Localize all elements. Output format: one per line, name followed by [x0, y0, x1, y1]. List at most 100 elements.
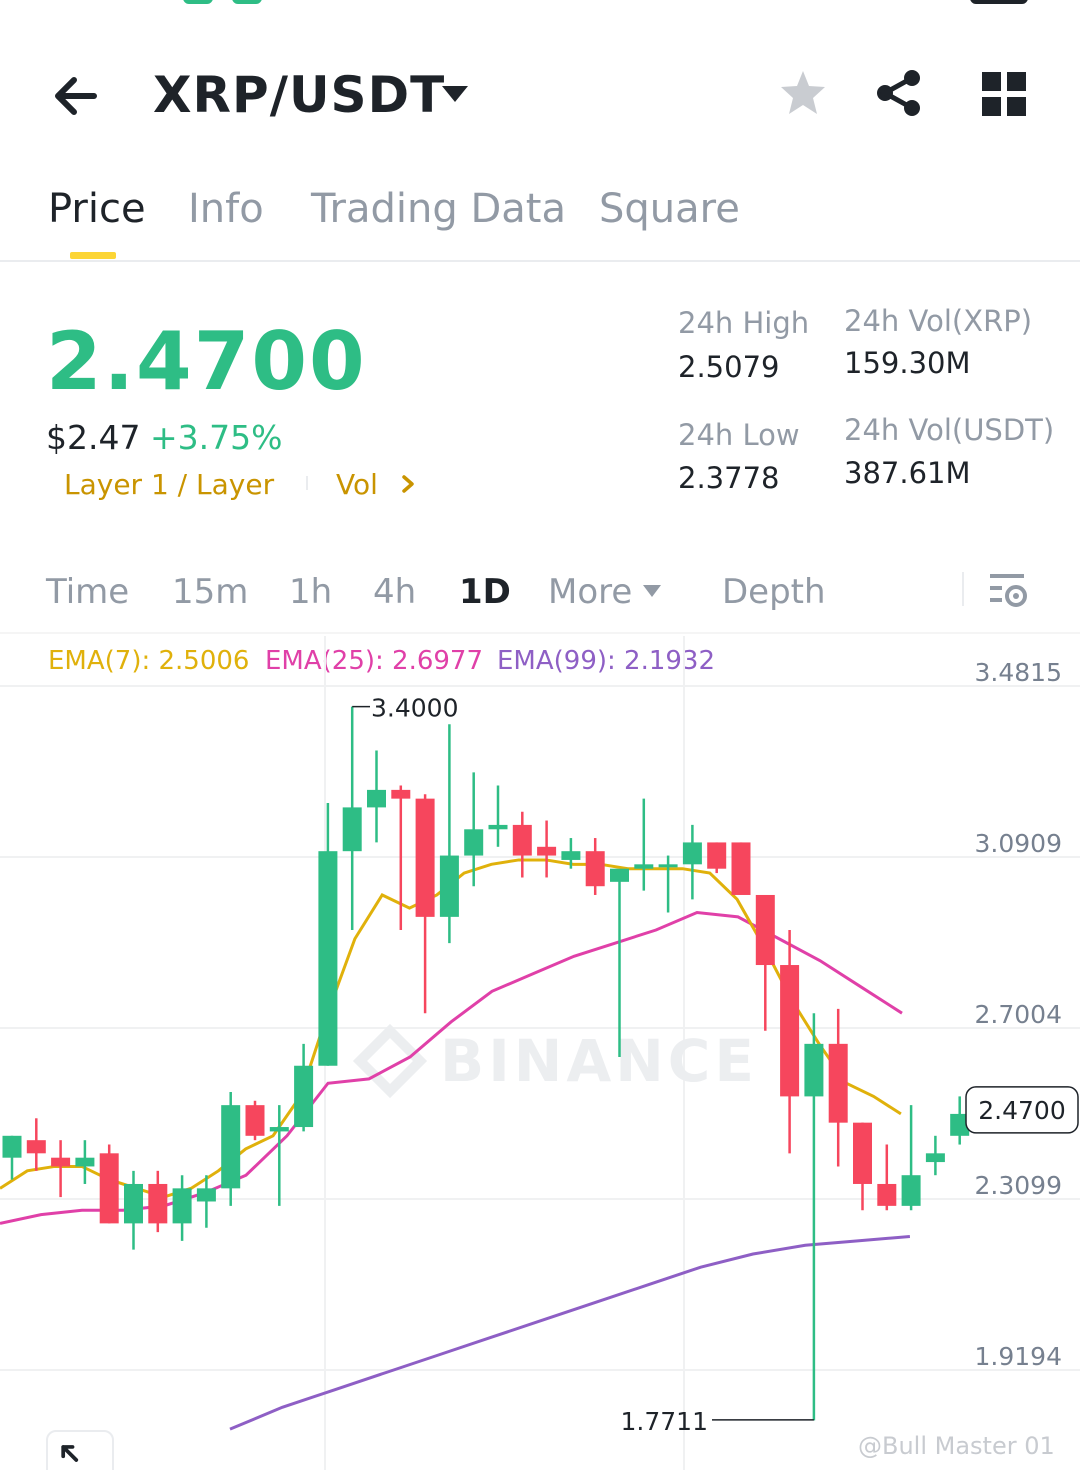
- binance-watermark: BINANCE: [440, 1027, 758, 1095]
- status-bar: [0, 0, 1080, 12]
- y-axis-label: 1.9194: [975, 1342, 1062, 1371]
- candle-body: [488, 824, 508, 830]
- tag-divider: [306, 476, 308, 490]
- chevron-right-icon[interactable]: [400, 474, 416, 494]
- ema25-label: EMA(25): 2.6977: [265, 646, 484, 676]
- ema-legend: EMA(7): 2.5006 EMA(25): 2.6977 EMA(99): …: [0, 640, 1080, 680]
- candle-body: [877, 1183, 897, 1206]
- interval-divider: [962, 572, 964, 606]
- ema99-label: EMA(99): 2.1932: [497, 646, 716, 676]
- tab-info[interactable]: Info: [188, 186, 264, 232]
- candle-body: [172, 1188, 192, 1224]
- y-axis-label: 3.4815: [975, 658, 1062, 687]
- candle-body: [51, 1157, 71, 1167]
- max-price-label: 3.4000: [371, 694, 458, 723]
- current-price-label: 2.4700: [978, 1096, 1065, 1125]
- current-price-box: [965, 1086, 1079, 1134]
- price-change-percent: +3.75%: [150, 418, 283, 457]
- status-indicator-icon: [183, 0, 213, 4]
- vol-base-label: 24h Vol(XRP): [844, 304, 1033, 338]
- watermark-text: @Bull Master 01: [858, 1432, 1055, 1460]
- candle-body: [2, 1135, 22, 1158]
- tab-square[interactable]: Square: [599, 186, 740, 232]
- ema99-line: [229, 1235, 911, 1431]
- candle-body: [318, 851, 338, 1066]
- caret-down-icon[interactable]: [642, 584, 662, 598]
- low-label: 24h Low: [678, 418, 800, 452]
- last-price: 2.4700: [46, 315, 367, 408]
- star-icon[interactable]: [778, 68, 828, 118]
- candle-body: [828, 1043, 848, 1123]
- candle-body: [925, 1153, 945, 1163]
- candle-body: [221, 1105, 241, 1189]
- candle-body: [585, 851, 605, 887]
- category-tag[interactable]: Layer 1 / Layer: [64, 468, 275, 501]
- interval-more[interactable]: More: [548, 572, 633, 612]
- candlestick-chart[interactable]: 3.4815 3.0909 2.7004 2.3099 1.9194 BINANCE 3.4…: [0, 636, 1080, 1470]
- candle-body: [780, 965, 800, 1097]
- y-axis-label: 2.7004: [975, 1000, 1062, 1029]
- candle-body: [245, 1105, 265, 1136]
- candle-body: [415, 798, 435, 917]
- candle-body: [294, 1065, 314, 1128]
- y-axis-label: 2.3099: [975, 1171, 1062, 1200]
- candle-body: [439, 855, 459, 917]
- header: XRP/USDT: [0, 40, 1080, 150]
- candle-body: [464, 829, 484, 856]
- candle-body: [391, 789, 411, 799]
- high-value: 2.5079: [678, 350, 780, 384]
- y-axis-label: 3.0909: [975, 829, 1062, 858]
- candle-body: [658, 864, 678, 868]
- candle-body: [901, 1175, 921, 1206]
- candle-body: [950, 1113, 970, 1136]
- candle-body: [99, 1153, 119, 1224]
- candle-body: [124, 1183, 143, 1224]
- interval-4h[interactable]: 4h: [373, 572, 417, 612]
- caret-down-icon[interactable]: [440, 84, 470, 104]
- vol-link[interactable]: Vol: [336, 468, 378, 501]
- interval-1d[interactable]: 1D: [459, 572, 511, 612]
- interval-15m[interactable]: 15m: [172, 572, 249, 612]
- back-arrow-icon[interactable]: [48, 68, 104, 124]
- interval-1h[interactable]: 1h: [289, 572, 333, 612]
- vol-quote-value: 387.61M: [844, 456, 971, 490]
- interval-bar: Time 15m 1h 4h 1D More Depth: [0, 560, 1080, 634]
- tab-bar: Price Info Trading Data Square: [0, 180, 1080, 262]
- chart-canvas[interactable]: 3.4815 3.0909 2.7004 2.3099 1.9194 BINANCE 3.4…: [0, 636, 1080, 1470]
- candle-body: [512, 824, 532, 856]
- tab-price[interactable]: Price: [48, 186, 146, 232]
- candle-body: [148, 1183, 168, 1224]
- candle-body: [196, 1188, 216, 1202]
- low-value: 2.3778: [678, 461, 780, 495]
- candle-body: [561, 851, 581, 860]
- status-indicator-icon: [232, 0, 262, 4]
- usd-price: $2.47: [46, 418, 141, 457]
- expand-icon[interactable]: [46, 1430, 114, 1470]
- battery-icon: [970, 0, 1028, 4]
- candle-body: [537, 846, 557, 856]
- candle-body: [75, 1157, 95, 1167]
- candle-body: [853, 1122, 872, 1184]
- candle-body: [755, 894, 775, 966]
- chart-settings-icon[interactable]: [988, 572, 1028, 610]
- candle-body: [804, 1043, 824, 1097]
- interval-depth[interactable]: Depth: [722, 572, 826, 612]
- interval-time[interactable]: Time: [46, 572, 130, 612]
- grid-icon[interactable]: [982, 72, 1026, 116]
- share-icon[interactable]: [874, 68, 924, 118]
- vol-base-value: 159.30M: [844, 346, 971, 380]
- candle-body: [731, 842, 751, 895]
- min-price-label: 1.7711: [621, 1407, 708, 1436]
- candle-body: [269, 1127, 289, 1132]
- candle-body: [682, 842, 702, 865]
- candle-body: [707, 842, 727, 869]
- tab-trading-data[interactable]: Trading Data: [311, 186, 566, 232]
- active-tab-indicator: [70, 252, 116, 259]
- pair-title[interactable]: XRP/USDT: [153, 66, 446, 124]
- vol-quote-label: 24h Vol(USDT): [844, 413, 1055, 447]
- binance-logo-icon: [352, 1023, 428, 1099]
- high-label: 24h High: [678, 306, 810, 340]
- candle-body: [610, 868, 629, 882]
- candle-body: [26, 1140, 46, 1154]
- candle-body: [342, 807, 362, 852]
